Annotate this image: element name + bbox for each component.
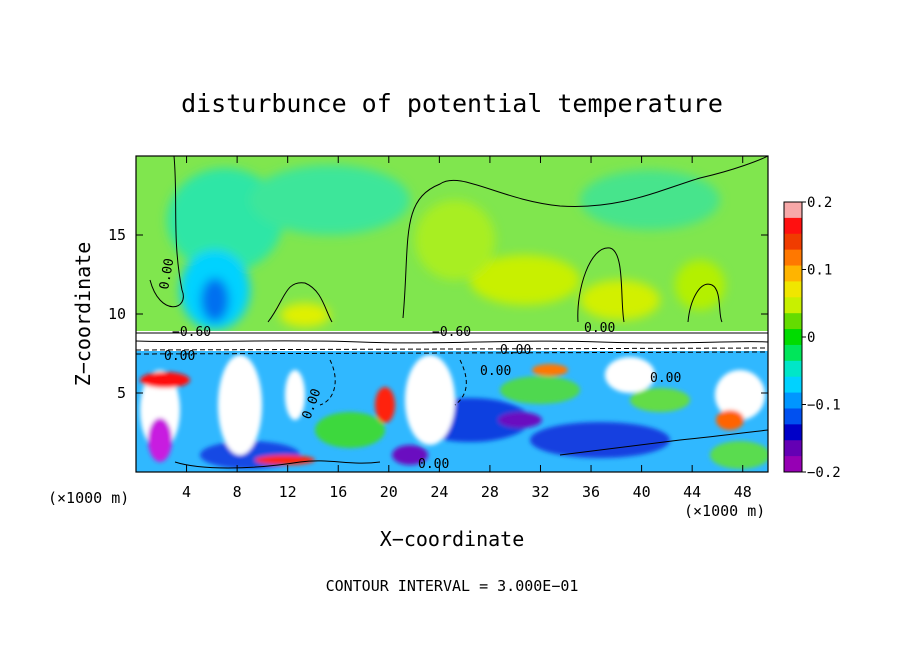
contour-band-4	[136, 351, 768, 355]
lower-cold-2	[530, 422, 670, 458]
contour-zero-lobe-a	[577, 247, 625, 323]
white-blob-6	[715, 370, 765, 420]
colorbar-tick-label: 0.2	[807, 195, 832, 211]
colorbar-swatch	[784, 265, 802, 282]
contour-negative-2	[454, 359, 467, 406]
contour-lines	[136, 156, 768, 469]
contour-zero-left	[149, 156, 184, 308]
purple-streak-1	[498, 412, 542, 428]
colorbar-swatch	[784, 360, 802, 378]
red-streak-1	[140, 372, 190, 388]
colorbar-swatch	[784, 408, 802, 425]
lower-green-1	[315, 412, 385, 448]
colorbar-swatch	[784, 440, 802, 457]
plot-area: 0.00 −0.60 0.00 −0.60 0.00 0.00 0.00 0.0…	[136, 156, 768, 472]
y-tick-label: 10	[108, 305, 126, 323]
contour-zero-big	[402, 156, 768, 319]
lower-field-features	[140, 355, 768, 469]
x-tick-label: 4	[182, 483, 191, 501]
contour-zero-low-1	[174, 460, 381, 469]
lower-green-3	[630, 388, 690, 412]
colorbar-swatch	[784, 376, 802, 394]
contour-label-3: 0.00	[164, 349, 195, 364]
contour-label-4: −0.60	[432, 325, 471, 340]
x-tick-label: 8	[233, 483, 242, 501]
contour-interval-footer: CONTOUR INTERVAL = 3.000E−01	[326, 577, 579, 595]
y-tick-label: 15	[108, 226, 126, 244]
warm-patch-3	[280, 303, 330, 327]
x-axis-label: X−coordinate	[380, 527, 525, 551]
contour-label-10: 0.00	[418, 457, 449, 472]
lower-green-4	[710, 441, 768, 469]
cold-core	[201, 278, 229, 322]
x-tick-label: 44	[683, 483, 701, 501]
x-tick-label: 32	[531, 483, 549, 501]
contour-band-2	[136, 340, 768, 344]
contour-zero-mid	[267, 282, 333, 323]
colorbar-swatch	[784, 392, 802, 409]
colorbar-swatch	[784, 424, 802, 441]
contour-label-8: 0.00	[650, 371, 681, 386]
contour-label-1: 0.00	[157, 257, 177, 290]
x-tick-label: 20	[380, 483, 398, 501]
warm-patch-1	[470, 255, 580, 305]
x-unit-label-left: (×1000 m)	[48, 489, 129, 507]
x-tick-label: 24	[430, 483, 448, 501]
colorbar-swatch	[784, 329, 802, 346]
white-column-3	[605, 357, 655, 393]
warm-patch-4	[675, 260, 725, 310]
y-axis: 5 10 15	[108, 226, 768, 402]
contour-label-5: 0.00	[584, 321, 615, 336]
colorbar-swatch	[784, 313, 802, 330]
colorbar-tick-label: −0.2	[807, 465, 841, 481]
y-axis-label: Z−coordinate	[71, 242, 95, 387]
white-column-1	[218, 355, 262, 455]
contour-label-6: 0.00	[500, 343, 531, 358]
contour-label-2: −0.60	[172, 325, 211, 340]
x-tick-label: 12	[279, 483, 297, 501]
red-streak-2	[255, 455, 315, 465]
colorbar-swatch	[784, 344, 802, 362]
x-tick-label: 16	[329, 483, 347, 501]
x-tick-label: 28	[481, 483, 499, 501]
upper-field-features	[167, 165, 725, 330]
purple-streak-2	[392, 445, 428, 465]
x-tick-label: 48	[734, 483, 752, 501]
chart-title: disturbunce of potential temperature	[181, 89, 723, 118]
white-column-2	[405, 355, 455, 445]
contour-band-3	[136, 347, 768, 351]
colorbar-swatch	[784, 456, 802, 473]
colorbar-swatch	[784, 249, 802, 267]
cool-area-mid	[250, 165, 410, 235]
x-tick-label: 36	[582, 483, 600, 501]
colorbar-swatch	[784, 202, 802, 219]
x-unit-label-right: (×1000 m)	[684, 502, 765, 520]
cool-area-right	[580, 170, 720, 230]
colorbar-swatch	[784, 297, 802, 314]
contour-label-7: 0.00	[480, 364, 511, 379]
colorbar-tick-label: 0	[807, 330, 815, 346]
colorbar-tick-label: 0.1	[807, 263, 832, 279]
y-tick-label: 5	[117, 384, 126, 402]
orange-streak-1	[532, 364, 568, 376]
warm-patch-2	[580, 280, 660, 320]
orange-streak-2	[716, 410, 744, 430]
x-axis: 4 8 12 16 20 24 28 32 36 40 44 48	[182, 156, 752, 501]
magenta-streak	[148, 418, 172, 462]
lower-green-2	[500, 376, 580, 404]
colorbar-swatch	[784, 217, 802, 235]
colorbar-swatch	[784, 281, 802, 298]
colorbar-tick-label: −0.1	[807, 398, 841, 414]
contour-negative-1	[319, 359, 336, 406]
contour-zero-lobe-b	[687, 283, 723, 323]
warm-patch-5	[415, 200, 495, 280]
contour-zero-low-2	[559, 429, 768, 456]
red-streak-3	[375, 387, 395, 423]
saturated-band	[136, 331, 768, 351]
white-column-4	[285, 370, 305, 420]
colorbar: 0.2 0.1 0 −0.1 −0.2	[783, 195, 841, 481]
x-tick-label: 40	[633, 483, 651, 501]
colorbar-swatch	[784, 233, 802, 251]
